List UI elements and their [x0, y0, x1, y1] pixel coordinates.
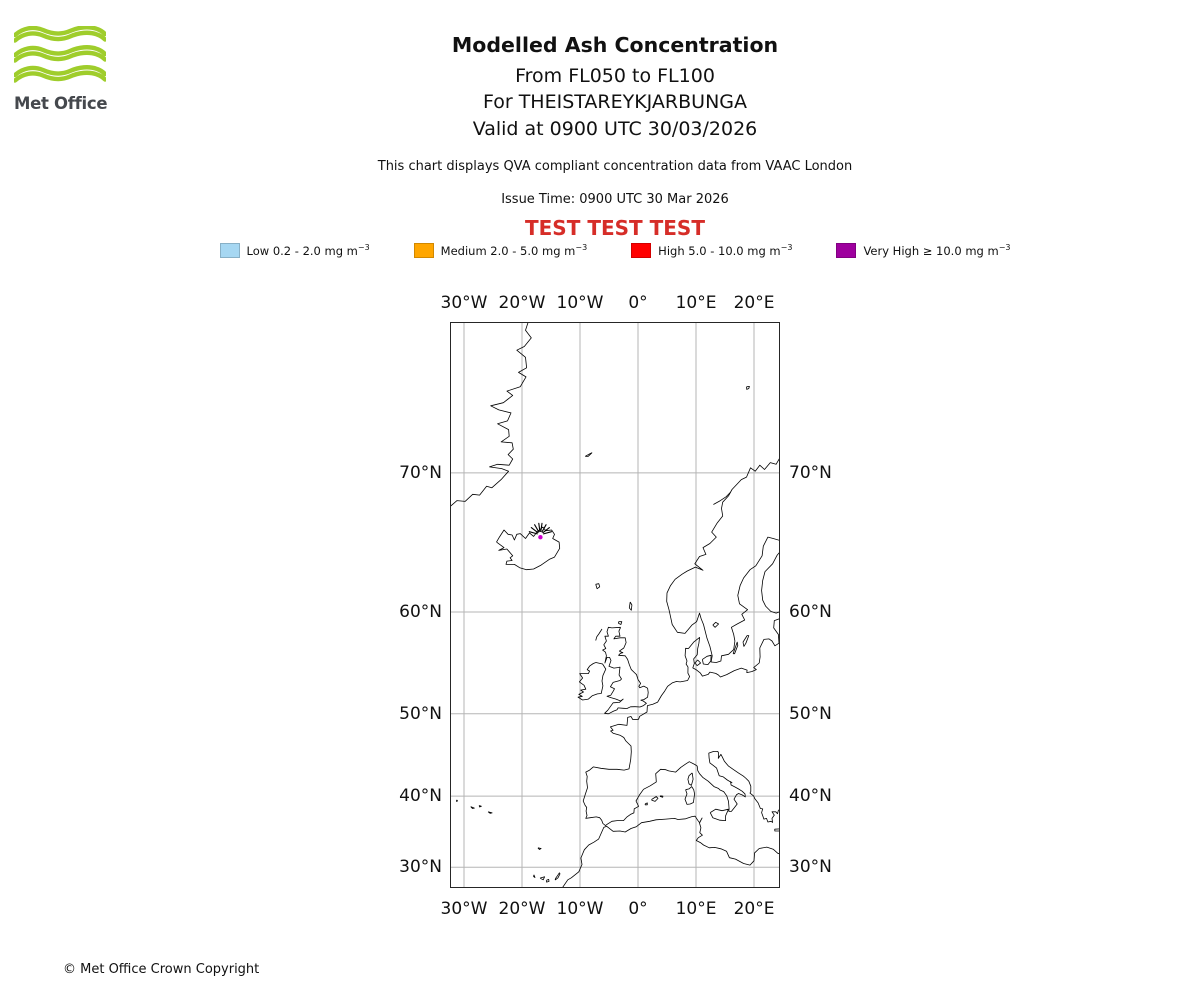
lon-label-top-10: 10°E — [675, 293, 717, 313]
subtitle-volcano-name: For THEISTAREYKJARBUNGA — [482, 91, 748, 113]
lat-label-left-60: 60°N — [399, 601, 442, 622]
lat-label-left-50: 50°N — [399, 703, 442, 724]
test-banner: TEST TEST TEST — [525, 216, 705, 240]
volcano-symbol — [528, 522, 553, 540]
chart-title: Modelled Ash Concentration — [451, 33, 779, 57]
issue-time: Issue Time: 0900 UTC 30 Mar 2026 — [501, 192, 729, 207]
legend-label-very-high: Very High ≥ 10.0 mg m−3 — [863, 243, 1011, 258]
map: 30°W 30°W 20°W 20°W 10°W 10°W 0° 0° 10°E 10°E 20°E… — [399, 293, 832, 919]
legend: Low 0.2 - 2.0 mg m−3 Medium 2.0 - 5.0 mg … — [30, 243, 1200, 258]
subtitle-flight-levels: From FL050 to FL100 — [515, 65, 715, 87]
legend-label-low: Low 0.2 - 2.0 mg m−3 — [246, 243, 370, 258]
lat-label-left-70: 70°N — [399, 462, 442, 483]
lon-label-top-20: 20°E — [733, 293, 775, 313]
legend-item-low: Low 0.2 - 2.0 mg m−3 — [219, 243, 370, 258]
graticule — [450, 322, 780, 888]
legend-item-high: High 5.0 - 10.0 mg m−3 — [631, 243, 792, 258]
legend-swatch-very-high — [836, 243, 857, 258]
lon-label-bottom--30: 30°W — [440, 899, 488, 919]
lat-label-right-30: 30°N — [789, 857, 832, 878]
legend-item-medium: Medium 2.0 - 5.0 mg m−3 — [413, 243, 588, 258]
lat-label-right-50: 50°N — [789, 703, 832, 724]
lon-label-bottom-0: 0° — [628, 899, 648, 919]
volcano-marker — [538, 535, 543, 540]
lon-label-top--30: 30°W — [440, 293, 488, 313]
legend-swatch-low — [219, 243, 240, 258]
lon-label-bottom-10: 10°E — [675, 899, 717, 919]
subtitle-valid-time: Valid at 0900 UTC 30/03/2026 — [472, 118, 758, 140]
logo-waves-icon — [12, 25, 108, 83]
legend-swatch-high — [631, 243, 652, 258]
lon-label-bottom--20: 20°W — [498, 899, 546, 919]
logo-wordmark: Met Office — [14, 94, 108, 113]
lon-label-top-0: 0° — [628, 293, 648, 313]
lat-label-right-70: 70°N — [789, 462, 832, 483]
lat-label-right-40: 40°N — [789, 786, 832, 807]
lon-label-top--10: 10°W — [556, 293, 604, 313]
lon-label-bottom--10: 10°W — [556, 899, 604, 919]
lon-label-bottom-20: 20°E — [733, 899, 775, 919]
legend-label-medium: Medium 2.0 - 5.0 mg m−3 — [440, 243, 588, 258]
coastlines — [450, 322, 780, 888]
met-office-logo: Met Office — [12, 25, 124, 113]
disclaimer-text: This chart displays QVA compliant concen… — [377, 159, 853, 174]
lat-label-left-30: 30°N — [399, 857, 442, 878]
map-canvas — [450, 322, 780, 888]
lon-label-top--20: 20°W — [498, 293, 546, 313]
legend-item-very-high: Very High ≥ 10.0 mg m−3 — [836, 243, 1010, 258]
legend-label-high: High 5.0 - 10.0 mg m−3 — [658, 243, 793, 258]
lat-label-right-60: 60°N — [789, 601, 832, 622]
lat-label-left-40: 40°N — [399, 786, 442, 807]
copyright-notice: © Met Office Crown Copyright — [63, 962, 260, 977]
legend-swatch-medium — [413, 243, 434, 258]
map-frame — [450, 322, 780, 888]
